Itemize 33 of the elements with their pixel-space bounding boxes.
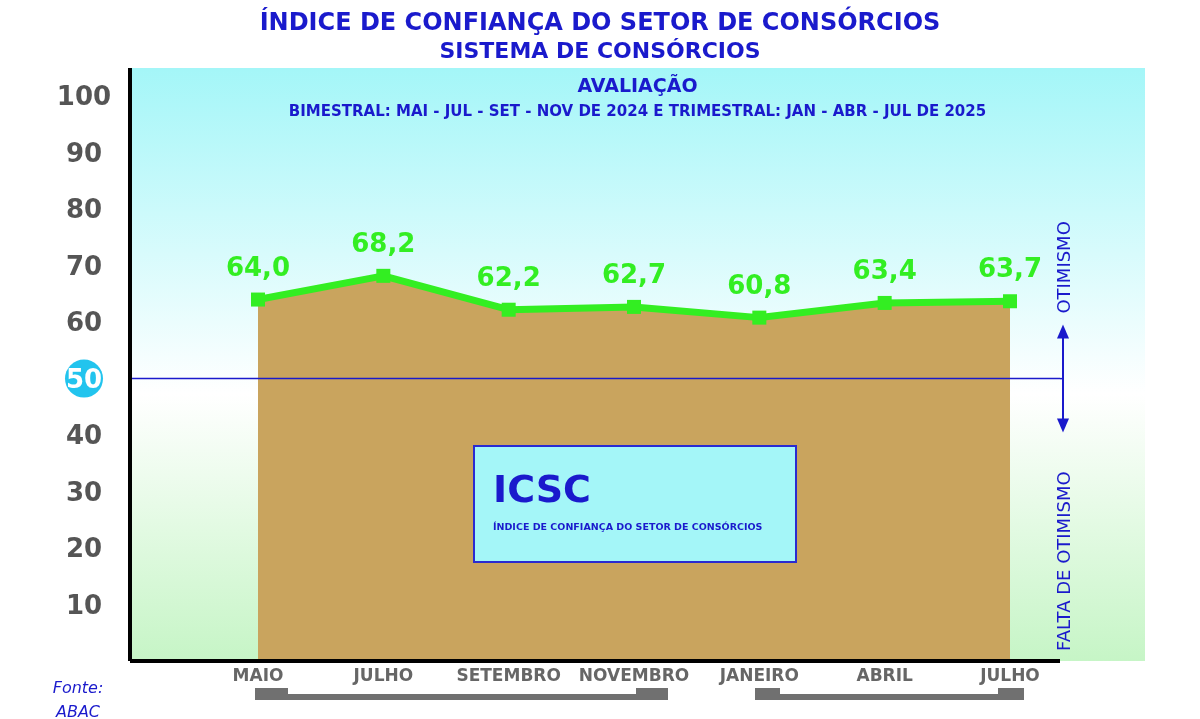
y-tick-label: 20 [65,533,103,564]
data-label: 60,8 [727,269,792,300]
data-label: 62,2 [476,261,541,292]
annotation: OTIMISMO [1053,221,1074,314]
x-tick-label: JANEIRO [718,665,799,686]
y-tick-label: 50 [65,363,103,394]
y-tick-label: 40 [65,420,103,451]
x-tick-label: JULHO [979,665,1040,686]
annotation: BIMESTRAL: MAI - JUL - SET - NOV DE 2024 E TRIMESTRAL: JAN - ABR - JUL DE 2025 [287,102,988,120]
chart-subtitle: SISTEMA DE CONSÓRCIOS [438,38,762,63]
y-tick-label: 90 [65,137,103,168]
annotation: ICSC [493,467,592,511]
y-tick-label: 30 [65,476,103,507]
data-label: 68,2 [351,227,416,258]
y-tick-label: 80 [65,194,103,225]
data-label: 63,4 [852,254,917,285]
y-tick-label: 10 [65,589,103,620]
annotation: FALTA DE OTIMISMO [1053,471,1074,651]
x-tick-label: JULHO [352,665,414,686]
y-tick-label: 60 [65,307,103,338]
annotation: ÍNDICE DE CONFIANÇA DO SETOR DE CONSÓRCIOS [493,521,764,532]
y-tick-label: 100 [56,81,112,112]
chart-title: ÍNDICE DE CONFIANÇA DO SETOR DE CONSÓRCIOS [258,8,942,36]
x-tick-label: ABRIL [856,665,914,686]
x-tick-label: NOVEMBRO [578,665,690,686]
data-label: 63,7 [977,253,1043,284]
annotation: AVALIAÇÃO [576,74,699,96]
source-note: Fonte: ABAC [51,677,105,719]
data-label: 62,7 [601,258,667,289]
y-tick-label: 70 [65,250,103,281]
x-tick-label: SETEMBRO [456,665,561,686]
data-label: 64,0 [225,251,291,282]
x-tick-label: MAIO [232,665,284,686]
